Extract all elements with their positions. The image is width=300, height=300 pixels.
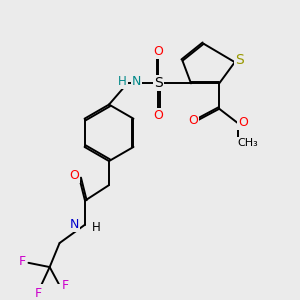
Text: S: S (236, 53, 244, 67)
Text: O: O (69, 169, 79, 182)
Text: S: S (154, 76, 163, 90)
Text: O: O (154, 109, 164, 122)
Text: H: H (118, 75, 127, 88)
Text: N: N (132, 75, 141, 88)
Text: O: O (154, 45, 164, 58)
Text: H: H (92, 221, 101, 234)
Text: CH₃: CH₃ (237, 138, 258, 148)
Text: F: F (62, 279, 69, 292)
Text: F: F (19, 255, 26, 268)
Text: O: O (188, 114, 198, 127)
Text: F: F (35, 287, 42, 300)
Text: O: O (238, 116, 247, 129)
Text: N: N (70, 218, 79, 231)
